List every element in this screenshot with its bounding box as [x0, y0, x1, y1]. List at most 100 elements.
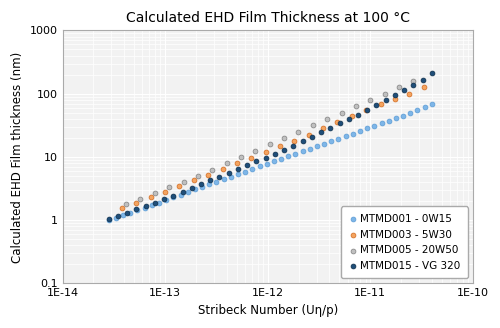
MTMD003 - 5W30 [319, 126, 327, 131]
MTMD001 - 0W15 [349, 131, 357, 136]
MTMD003 - 5W30 [348, 113, 356, 118]
MTMD003 - 5W30 [147, 195, 155, 200]
MTMD005 - 20W50 [165, 185, 173, 190]
MTMD001 - 0W15 [270, 159, 278, 164]
MTMD003 - 5W30 [362, 108, 370, 113]
MTMD005 - 20W50 [395, 85, 403, 90]
MTMD015 - VG 320 [410, 82, 418, 88]
MTMD005 - 20W50 [352, 104, 360, 109]
MTMD015 - VG 320 [132, 207, 140, 212]
MTMD015 - VG 320 [428, 71, 436, 76]
MTMD001 - 0W15 [155, 200, 163, 205]
MTMD001 - 0W15 [328, 138, 336, 144]
MTMD015 - VG 320 [224, 170, 232, 175]
X-axis label: Stribeck Number (Uη/p): Stribeck Number (Uη/p) [198, 304, 338, 317]
MTMD015 - VG 320 [243, 163, 251, 168]
MTMD015 - VG 320 [151, 200, 159, 206]
MTMD001 - 0W15 [284, 154, 292, 159]
MTMD005 - 20W50 [309, 123, 317, 128]
MTMD005 - 20W50 [180, 179, 188, 184]
MTMD003 - 5W30 [406, 91, 413, 96]
MTMD005 - 20W50 [122, 202, 130, 207]
MTMD015 - VG 320 [290, 143, 298, 148]
MTMD001 - 0W15 [148, 202, 156, 208]
MTMD001 - 0W15 [420, 104, 428, 110]
MTMD001 - 0W15 [378, 121, 386, 126]
MTMD003 - 5W30 [118, 205, 126, 210]
MTMD001 - 0W15 [112, 215, 120, 220]
MTMD015 - VG 320 [345, 116, 353, 122]
MTMD015 - VG 320 [271, 151, 279, 156]
MTMD015 - VG 320 [317, 130, 325, 135]
MTMD005 - 20W50 [338, 110, 345, 115]
MTMD001 - 0W15 [184, 189, 192, 195]
MTMD003 - 5W30 [420, 85, 428, 90]
MTMD005 - 20W50 [237, 154, 245, 160]
MTMD001 - 0W15 [298, 149, 306, 154]
MTMD015 - VG 320 [206, 178, 214, 183]
MTMD005 - 20W50 [151, 190, 159, 195]
MTMD001 - 0W15 [119, 213, 127, 218]
MTMD003 - 5W30 [190, 178, 198, 183]
MTMD015 - VG 320 [354, 112, 362, 117]
MTMD001 - 0W15 [356, 128, 364, 133]
MTMD005 - 20W50 [280, 135, 288, 141]
MTMD005 - 20W50 [323, 116, 331, 122]
MTMD001 - 0W15 [227, 174, 235, 179]
MTMD015 - VG 320 [197, 181, 205, 187]
MTMD001 - 0W15 [313, 144, 321, 149]
MTMD003 - 5W30 [233, 161, 241, 166]
MTMD005 - 20W50 [136, 196, 144, 201]
MTMD001 - 0W15 [363, 126, 371, 131]
MTMD015 - VG 320 [170, 193, 177, 198]
MTMD015 - VG 320 [308, 134, 316, 139]
MTMD001 - 0W15 [306, 146, 314, 151]
Y-axis label: Calculated EHD Film thickness (nm): Calculated EHD Film thickness (nm) [11, 51, 24, 263]
MTMD015 - VG 320 [252, 159, 260, 164]
MTMD015 - VG 320 [216, 174, 224, 179]
MTMD003 - 5W30 [391, 96, 399, 101]
MTMD001 - 0W15 [220, 176, 228, 182]
MTMD015 - VG 320 [400, 87, 408, 92]
MTMD005 - 20W50 [380, 91, 388, 96]
MTMD003 - 5W30 [304, 132, 312, 137]
MTMD015 - VG 320 [391, 92, 399, 98]
MTMD001 - 0W15 [191, 187, 199, 192]
MTMD001 - 0W15 [140, 205, 148, 210]
MTMD015 - VG 320 [178, 189, 186, 195]
MTMD005 - 20W50 [208, 167, 216, 172]
MTMD001 - 0W15 [320, 141, 328, 146]
MTMD001 - 0W15 [126, 210, 134, 215]
MTMD015 - VG 320 [160, 197, 168, 202]
MTMD015 - VG 320 [418, 77, 426, 82]
MTMD003 - 5W30 [334, 119, 342, 125]
MTMD005 - 20W50 [266, 142, 274, 147]
MTMD005 - 20W50 [222, 161, 230, 166]
MTMD001 - 0W15 [334, 136, 342, 141]
MTMD015 - VG 320 [142, 204, 150, 209]
MTMD005 - 20W50 [252, 148, 260, 153]
MTMD001 - 0W15 [399, 113, 407, 118]
MTMD015 - VG 320 [298, 138, 306, 144]
MTMD001 - 0W15 [385, 118, 393, 124]
Legend: MTMD001 - 0W15, MTMD003 - 5W30, MTMD005 - 20W50, MTMD015 - VG 320: MTMD001 - 0W15, MTMD003 - 5W30, MTMD005 … [342, 207, 468, 278]
MTMD015 - VG 320 [372, 102, 380, 108]
MTMD003 - 5W30 [290, 138, 298, 143]
MTMD001 - 0W15 [392, 116, 400, 121]
MTMD015 - VG 320 [326, 125, 334, 131]
MTMD001 - 0W15 [292, 151, 300, 156]
MTMD015 - VG 320 [336, 121, 344, 126]
MTMD015 - VG 320 [234, 166, 242, 172]
MTMD015 - VG 320 [123, 210, 131, 215]
MTMD001 - 0W15 [342, 133, 349, 139]
MTMD001 - 0W15 [406, 110, 414, 115]
MTMD003 - 5W30 [248, 155, 256, 160]
MTMD015 - VG 320 [114, 213, 122, 218]
MTMD001 - 0W15 [414, 108, 422, 113]
MTMD001 - 0W15 [104, 217, 112, 223]
MTMD001 - 0W15 [198, 184, 206, 189]
MTMD015 - VG 320 [188, 185, 196, 191]
MTMD001 - 0W15 [205, 181, 213, 187]
MTMD003 - 5W30 [218, 166, 226, 172]
MTMD015 - VG 320 [363, 108, 371, 113]
